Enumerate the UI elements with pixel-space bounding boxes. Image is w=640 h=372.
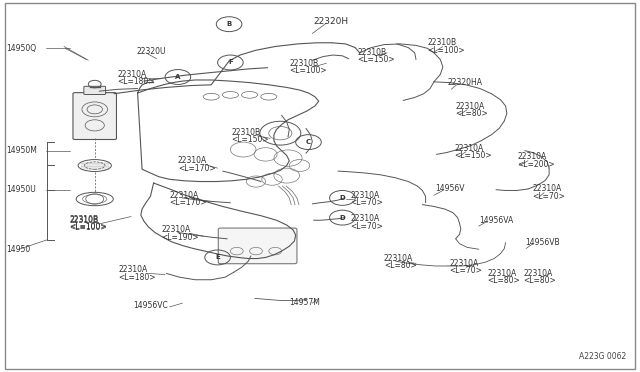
Text: F: F: [228, 60, 233, 65]
Text: <L=70>: <L=70>: [351, 222, 383, 231]
Text: <L=100>: <L=100>: [69, 222, 107, 231]
Text: 22310A: 22310A: [170, 191, 199, 200]
Text: <L=80>: <L=80>: [384, 262, 417, 270]
Text: 22310B: 22310B: [357, 48, 387, 57]
Text: A: A: [175, 74, 180, 80]
Text: 22320H: 22320H: [314, 17, 349, 26]
Text: 14950Q: 14950Q: [6, 44, 36, 53]
Text: <L=150>: <L=150>: [357, 55, 395, 64]
Text: B: B: [227, 21, 232, 27]
Text: 22310B: 22310B: [289, 59, 319, 68]
Text: 22310A: 22310A: [454, 144, 484, 153]
Text: 22310A: 22310A: [161, 225, 191, 234]
Text: 14956VC: 14956VC: [133, 301, 168, 310]
Text: <L=150>: <L=150>: [454, 151, 492, 160]
Text: 22310A: 22310A: [118, 265, 148, 274]
Text: <L=80>: <L=80>: [456, 109, 488, 118]
Text: D: D: [340, 195, 345, 201]
Text: 22320HA: 22320HA: [448, 78, 483, 87]
Text: 14956VB: 14956VB: [525, 238, 559, 247]
Text: 22310A: 22310A: [351, 191, 380, 200]
Text: 22310A: 22310A: [449, 259, 479, 268]
Text: <L=100>: <L=100>: [289, 66, 327, 75]
Text: 22310A: 22310A: [456, 102, 485, 110]
Text: 14950U: 14950U: [6, 185, 36, 194]
FancyBboxPatch shape: [218, 228, 297, 264]
Text: 14956V: 14956V: [435, 185, 465, 193]
Text: 22310B: 22310B: [69, 215, 99, 224]
Text: 22310A: 22310A: [488, 269, 517, 278]
Text: <L=70>: <L=70>: [532, 192, 565, 201]
Text: <L=150>: <L=150>: [232, 135, 269, 144]
Text: <L=170>: <L=170>: [170, 198, 207, 207]
Text: 22310A: 22310A: [351, 214, 380, 223]
Text: C: C: [306, 139, 311, 145]
Text: 14950: 14950: [6, 245, 31, 254]
Text: <L=100>: <L=100>: [428, 46, 465, 55]
Text: 22310A: 22310A: [532, 185, 562, 193]
Text: <L=80>: <L=80>: [488, 276, 520, 285]
Text: <L=70>: <L=70>: [351, 198, 383, 207]
Text: 14950M: 14950M: [6, 146, 37, 155]
Text: <L=200>: <L=200>: [517, 160, 555, 169]
Text: E: E: [215, 254, 220, 260]
Text: 22320U: 22320U: [136, 47, 166, 56]
Text: A223G 0062: A223G 0062: [579, 352, 626, 361]
FancyBboxPatch shape: [73, 93, 116, 140]
Text: D: D: [340, 215, 345, 221]
Text: 22310A: 22310A: [384, 254, 413, 263]
Text: 14957M: 14957M: [289, 298, 320, 307]
FancyBboxPatch shape: [84, 86, 106, 94]
Text: <L=190>: <L=190>: [161, 233, 199, 242]
Text: <L=170>: <L=170>: [178, 164, 216, 173]
Text: 14956VA: 14956VA: [479, 216, 513, 225]
Text: 22310B: 22310B: [428, 38, 457, 47]
Text: 22310A: 22310A: [178, 156, 207, 165]
Text: <L=180>: <L=180>: [118, 273, 156, 282]
Text: 22310B: 22310B: [69, 216, 99, 225]
Text: 22310A: 22310A: [117, 70, 147, 79]
Text: 22310A: 22310A: [517, 153, 547, 161]
Text: <L=100>: <L=100>: [69, 223, 107, 232]
Text: <L=80>: <L=80>: [524, 276, 556, 285]
Text: 22310A: 22310A: [524, 269, 553, 278]
Text: <L=70>: <L=70>: [449, 266, 482, 275]
Text: <L=180>: <L=180>: [117, 77, 155, 86]
Text: 22310B: 22310B: [232, 128, 261, 137]
